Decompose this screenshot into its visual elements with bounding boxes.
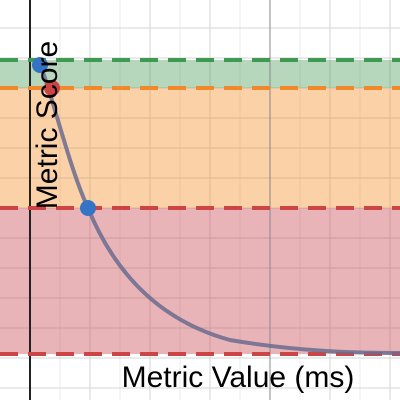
point (80, 200, 96, 216)
y-axis-label: Metric Score (31, 41, 64, 209)
score-curve (36, 59, 400, 355)
point (32, 57, 48, 73)
poor-band (0, 208, 400, 354)
x-axis-label: Metric Value (ms) (122, 361, 355, 394)
good-band (0, 60, 400, 88)
point (44, 80, 60, 96)
